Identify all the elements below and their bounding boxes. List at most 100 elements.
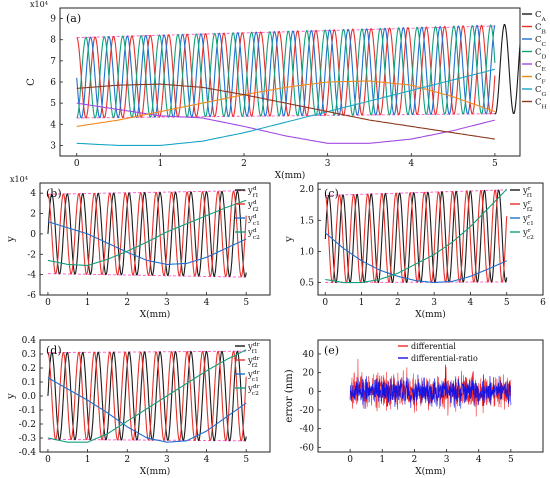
panel-label: (e) xyxy=(324,344,339,357)
x-tick-label: 1 xyxy=(85,455,91,465)
legend-entry: yr c1 xyxy=(522,213,534,227)
legend-entry: ydr c1 xyxy=(247,369,260,383)
y-tick-label: -20 xyxy=(300,406,315,416)
y-tick-label: 7 xyxy=(50,57,56,67)
legend-entry: differential-ratio xyxy=(411,354,478,363)
y-tick-label: -0.2 xyxy=(19,420,36,430)
y-tick-label: 0.4 xyxy=(22,336,37,346)
x-tick-label: 1 xyxy=(85,298,91,308)
series-group xyxy=(324,188,508,284)
x-tick-label: 4 xyxy=(468,298,474,308)
envelope-top xyxy=(76,25,495,39)
y-tick-label: -6 xyxy=(27,291,36,301)
envelope-top xyxy=(47,350,247,354)
x-tick-label: 2 xyxy=(395,298,401,308)
x-axis-label: X(mm) xyxy=(415,466,446,477)
y-tick-label: -0.4 xyxy=(19,448,37,458)
series-group xyxy=(47,190,247,278)
envelope-bottom xyxy=(47,438,247,442)
legend-entry: CD xyxy=(535,48,547,61)
series-y-dr-c1 xyxy=(47,377,247,443)
series-y-r-c1 xyxy=(324,232,507,284)
legend-entry: CA xyxy=(535,10,547,23)
x-tick-label: 3 xyxy=(164,455,170,465)
series-group xyxy=(349,358,512,417)
y-axis-label: error (nm) xyxy=(284,369,295,422)
y-tick-label: 1.0 xyxy=(300,247,315,257)
y-tick-label: 1.5 xyxy=(300,216,315,226)
x-tick-label: 2 xyxy=(412,455,418,465)
y-tick-label: 20 xyxy=(303,369,315,379)
chart-panel-d: 0 1 2 3 4 5 -0.4 -0.3 -0.2 -0.1 0.0 0.1 0.2 0.3 0.4 X(m… xyxy=(6,336,271,477)
plot-frame xyxy=(317,182,544,296)
series-y-r-f2 xyxy=(324,189,508,284)
panel-label: (b) xyxy=(46,187,62,200)
legend-entry: yd f2 xyxy=(247,199,259,213)
y-axis-label: y xyxy=(284,236,295,243)
x-tick-label: 4 xyxy=(408,159,414,169)
y-tick-label: 5 xyxy=(50,99,56,109)
x-tick-label: 3 xyxy=(164,298,170,308)
y-tick-label: -0.1 xyxy=(19,406,36,416)
axis-exponent: x10⁴ xyxy=(30,0,48,9)
legend-entry: ydr c2 xyxy=(247,383,260,397)
legend-entry: yr f1 xyxy=(522,185,533,199)
x-axis-label: X(mm) xyxy=(140,309,171,320)
x-tick-label: 2 xyxy=(124,298,130,308)
x-tick-label: 0 xyxy=(322,298,328,308)
series-y-d-c2 xyxy=(47,199,247,267)
x-tick-label: 5 xyxy=(492,159,498,169)
x-tick-label: 2 xyxy=(241,159,247,169)
x-tick-label: 5 xyxy=(504,298,510,308)
series-y-d-f2 xyxy=(47,190,247,278)
x-tick-label: 3 xyxy=(431,298,437,308)
x-tick-label: 5 xyxy=(243,298,249,308)
y-tick-label: 4 xyxy=(50,120,56,130)
series-C-H xyxy=(76,83,495,140)
y-tick-label: 0 xyxy=(30,230,36,240)
x-tick-label: 2 xyxy=(124,455,130,465)
y-tick-label: -0.3 xyxy=(19,434,37,444)
y-tick-label: 3 xyxy=(50,141,56,151)
envelope-top xyxy=(325,189,507,196)
y-tick-label: 2.0 xyxy=(300,185,315,195)
x-axis-label: X(mm) xyxy=(275,170,306,181)
x-axis-label: X(mm) xyxy=(140,466,171,477)
y-tick-label: 0.0 xyxy=(22,392,37,402)
legend-entry: differential xyxy=(411,342,456,351)
legend-entry: yd f1 xyxy=(247,185,259,199)
x-tick-label: 5 xyxy=(508,455,514,465)
series-C-E xyxy=(76,102,496,144)
x-tick-label: 3 xyxy=(444,455,450,465)
series-C-D xyxy=(76,24,496,119)
legend-entry: CF xyxy=(535,73,546,86)
y-tick-label: 0.3 xyxy=(22,350,37,360)
y-tick-label: 0.5 xyxy=(300,279,315,289)
x-tick-label: 1 xyxy=(359,298,365,308)
series-y-dr-c2 xyxy=(47,349,247,443)
y-tick-label: 9 xyxy=(50,15,56,25)
panel-label: (a) xyxy=(66,12,81,25)
y-tick-label: 6 xyxy=(50,78,56,88)
y-axis-label: y xyxy=(6,393,17,400)
y-axis-label: y xyxy=(6,236,17,243)
x-tick-label: 0 xyxy=(74,159,80,169)
y-tick-label: 8 xyxy=(50,36,56,46)
x-tick-label: 1 xyxy=(157,159,163,169)
x-tick-label: 3 xyxy=(325,159,331,169)
x-tick-label: 4 xyxy=(204,455,210,465)
x-tick-label: 0 xyxy=(347,455,353,465)
plot-frame xyxy=(39,182,271,296)
legend-entry: yr f2 xyxy=(522,199,533,213)
y-tick-label: 4 xyxy=(30,189,36,199)
y-tick-label: -2 xyxy=(27,250,36,260)
legend-entry: CC xyxy=(535,35,547,48)
y-tick-label: 0.2 xyxy=(22,364,36,374)
x-axis-label: X(mm) xyxy=(415,309,446,320)
